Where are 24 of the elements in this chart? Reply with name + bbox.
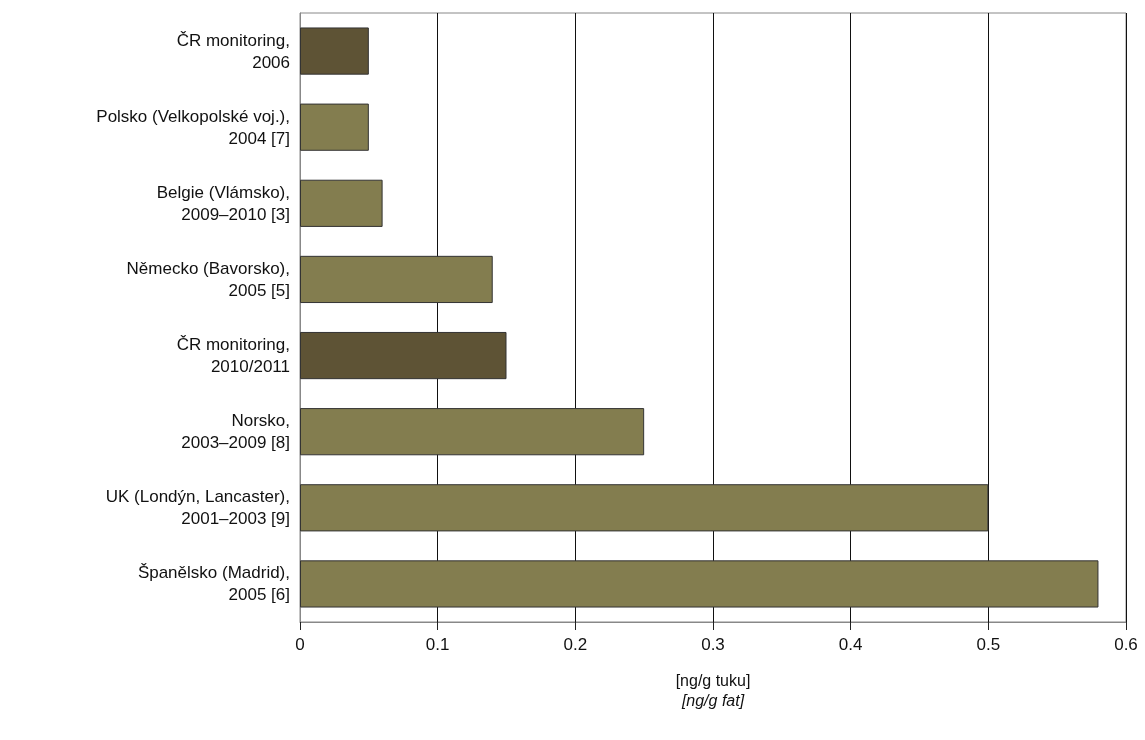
x-tick-label: 0.1 [425, 635, 450, 654]
y-tick-label: UK (Londýn, Lancaster), 2001–2003 [9] [105, 487, 290, 529]
bar [300, 179, 383, 227]
y-tick-label: Belgie (Vlámsko), 2009–2010 [3] [156, 182, 290, 224]
bar [300, 255, 493, 304]
bar [300, 103, 369, 151]
x-tick-label: 0.4 [838, 635, 863, 654]
y-tick-label: ČR monitoring, 2010/2011 [176, 335, 290, 377]
y-tick-label: Španělsko (Madrid), 2005 [6] [137, 563, 290, 605]
bar [300, 484, 989, 532]
y-tick-label: Německo (Bavorsko), 2005 [5] [126, 258, 290, 300]
y-tick-label: Polsko (Velkopolské voj.), 2004 [7] [96, 106, 290, 148]
x-tick-label: 0.5 [976, 635, 1001, 654]
y-tick-label: Norsko, 2003–2009 [8] [181, 411, 290, 453]
bar [300, 560, 1099, 608]
x-tick-label: 0.6 [1114, 635, 1138, 654]
x-tick-label: 0 [295, 635, 305, 654]
bar [300, 331, 507, 380]
bar [300, 408, 645, 456]
x-tick-label: 0.3 [701, 635, 725, 654]
bar [300, 27, 369, 75]
x-axis-title: [ng/g tuku] [ng/g fat] [675, 671, 751, 709]
x-tick-label: 0.2 [563, 635, 588, 654]
y-tick-label: ČR monitoring, 2006 [176, 30, 290, 72]
